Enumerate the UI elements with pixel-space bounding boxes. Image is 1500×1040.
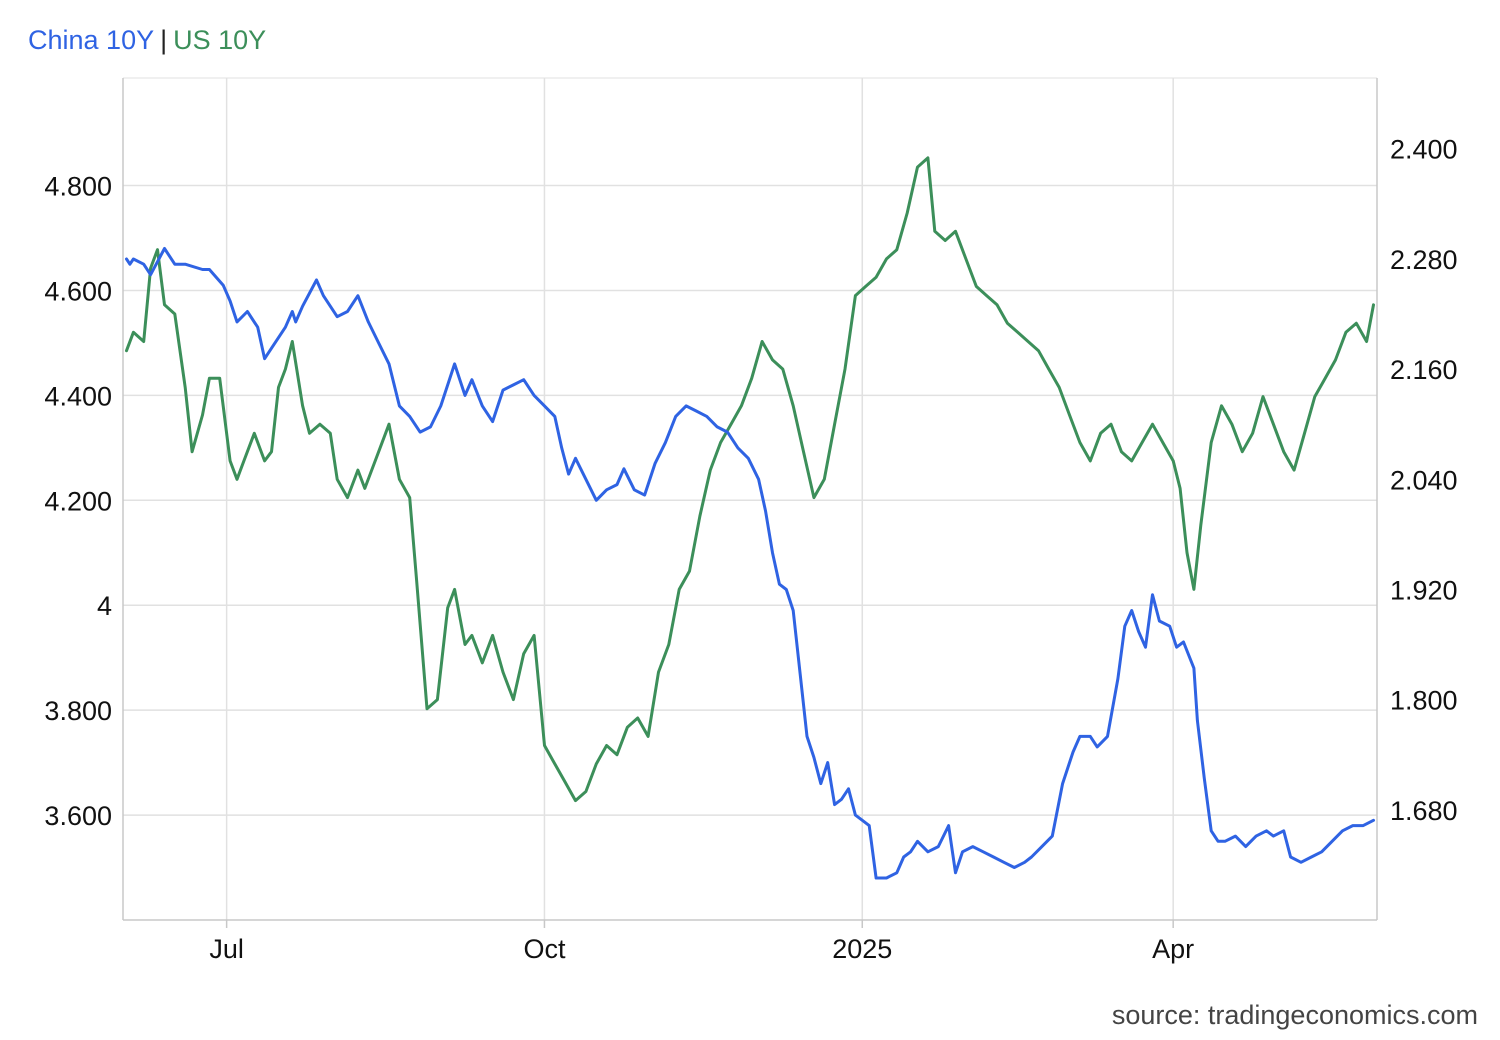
y-left-tick-label: 4.400 xyxy=(44,381,112,411)
legend-china-10y[interactable]: China 10Y xyxy=(28,25,155,55)
chart-axes xyxy=(122,78,1378,928)
y-right-tick-label: 2.400 xyxy=(1390,135,1458,165)
y-left-tick-label: 3.800 xyxy=(44,696,112,726)
x-tick-label: Apr xyxy=(1152,934,1194,964)
y-left-tick-label: 4.800 xyxy=(44,172,112,202)
legend-us-10y[interactable]: US 10Y xyxy=(173,25,267,55)
x-tick-label: Oct xyxy=(523,934,566,964)
tick-labels: 3.600 3.800 4 4.200 4.400 4.600 4.800 1.680 1.80… xyxy=(44,135,1457,964)
x-tick-label: Jul xyxy=(209,934,244,964)
legend-separator: | xyxy=(160,25,168,55)
series-line-us-10y[interactable] xyxy=(125,156,1375,803)
y-right-tick-label: 1.680 xyxy=(1390,796,1458,826)
y-right-tick-label: 1.920 xyxy=(1390,575,1458,605)
grid-lines xyxy=(123,77,1377,920)
x-tick-label: 2025 xyxy=(832,934,892,964)
series-line-china-10y[interactable] xyxy=(125,247,1375,880)
y-left-tick-label: 3.600 xyxy=(44,801,112,831)
series-lines xyxy=(125,156,1375,880)
y-right-tick-label: 2.040 xyxy=(1390,465,1458,495)
y-left-tick-label: 4.600 xyxy=(44,276,112,306)
y-left-tick-label: 4 xyxy=(97,591,112,621)
chart-legend: China 10Y | US 10Y xyxy=(28,22,266,58)
y-right-tick-label: 2.160 xyxy=(1390,355,1458,385)
y-right-tick-label: 1.800 xyxy=(1390,686,1458,716)
y-left-tick-label: 4.200 xyxy=(44,486,112,516)
y-right-tick-label: 2.280 xyxy=(1390,245,1458,275)
source-note: source: tradingeconomics.com xyxy=(1111,1000,1478,1030)
